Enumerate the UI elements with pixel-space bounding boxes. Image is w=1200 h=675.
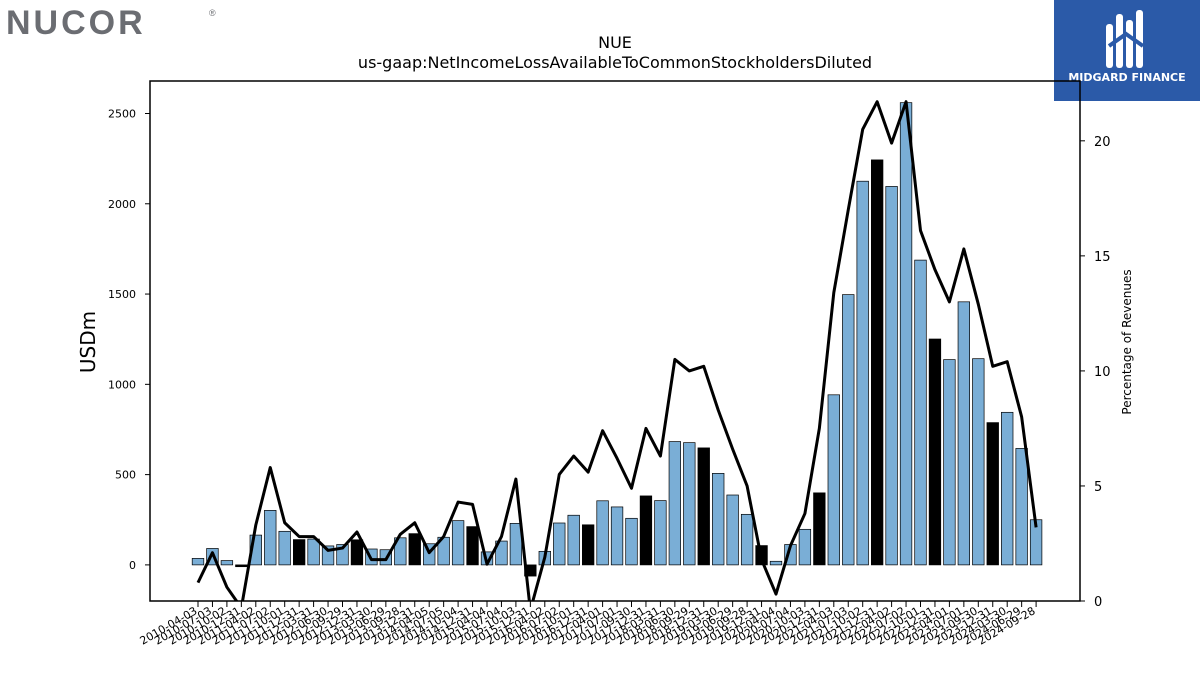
publisher-logo: MIDGARD FINANCE bbox=[1054, 0, 1200, 101]
bar bbox=[466, 526, 479, 566]
bar bbox=[885, 186, 898, 566]
bar bbox=[740, 513, 754, 566]
bar bbox=[321, 545, 335, 566]
bar bbox=[278, 530, 291, 566]
y2-tick-label: 5 bbox=[1094, 480, 1102, 495]
bar bbox=[350, 539, 364, 566]
bar bbox=[191, 558, 205, 566]
bar bbox=[769, 560, 783, 566]
y2-tick-label: 0 bbox=[1094, 595, 1102, 610]
nucor-logo-text: NUCOR bbox=[6, 4, 146, 38]
bar bbox=[625, 517, 638, 566]
y-axis-label: USDm bbox=[76, 311, 100, 373]
bar bbox=[683, 442, 696, 566]
bar bbox=[553, 522, 566, 566]
bar bbox=[654, 500, 667, 566]
bar bbox=[928, 338, 942, 566]
axes-group: 05001000150020002500051015202010-04-0320… bbox=[108, 80, 1111, 648]
bar bbox=[1015, 448, 1028, 566]
y-tick-label: 0 bbox=[129, 559, 136, 572]
bar bbox=[798, 528, 812, 566]
bar bbox=[423, 543, 436, 566]
bar bbox=[336, 544, 349, 566]
y2-tick-label: 20 bbox=[1094, 135, 1111, 150]
y-tick-label: 2500 bbox=[108, 108, 136, 121]
percentage-line bbox=[196, 100, 1038, 601]
bar bbox=[943, 359, 956, 566]
bar bbox=[712, 473, 725, 566]
bar bbox=[451, 520, 465, 566]
bars-group bbox=[191, 102, 1043, 577]
bar bbox=[842, 294, 855, 566]
y2-axis-label: Percentage of Revenues bbox=[1120, 269, 1134, 414]
bar bbox=[668, 441, 681, 566]
y2-tick-label: 10 bbox=[1094, 365, 1111, 380]
y-tick-label: 1500 bbox=[108, 288, 136, 301]
bar bbox=[1001, 411, 1014, 566]
registered-mark: ® bbox=[209, 8, 216, 18]
bar bbox=[870, 159, 884, 566]
line-group bbox=[196, 100, 1038, 601]
bar bbox=[235, 564, 248, 568]
bar bbox=[264, 510, 277, 566]
bar bbox=[307, 538, 320, 566]
publisher-name: MIDGARD FINANCE bbox=[1068, 71, 1185, 84]
chart-subtitle: us-gaap:NetIncomeLossAvailableToCommonSt… bbox=[358, 53, 872, 72]
nucor-logo: NUCOR ® bbox=[6, 4, 216, 38]
bar bbox=[827, 394, 840, 566]
bar bbox=[293, 539, 306, 566]
bar bbox=[206, 548, 219, 566]
bar bbox=[899, 102, 913, 566]
bar bbox=[610, 506, 624, 566]
bar bbox=[596, 500, 609, 566]
bar bbox=[972, 358, 985, 566]
bar bbox=[408, 533, 421, 566]
bar bbox=[567, 514, 580, 566]
publisher-emblem-icon: MIDGARD FINANCE bbox=[1068, 10, 1186, 84]
chart-title: NUE bbox=[598, 33, 632, 52]
bar bbox=[220, 560, 234, 566]
y-tick-label: 500 bbox=[115, 469, 136, 482]
bar bbox=[856, 180, 869, 566]
bar bbox=[639, 495, 653, 566]
bar bbox=[697, 447, 710, 566]
bar bbox=[986, 422, 999, 566]
y-tick-label: 1000 bbox=[108, 378, 136, 391]
bar bbox=[726, 494, 739, 566]
plot-frame bbox=[149, 80, 1081, 602]
bar bbox=[495, 540, 508, 566]
bar bbox=[813, 492, 826, 566]
bar bbox=[394, 537, 407, 566]
y-tick-label: 2000 bbox=[108, 198, 136, 211]
y2-tick-label: 15 bbox=[1094, 250, 1111, 265]
bar bbox=[581, 524, 595, 566]
bar bbox=[957, 301, 970, 566]
bar bbox=[914, 259, 927, 566]
